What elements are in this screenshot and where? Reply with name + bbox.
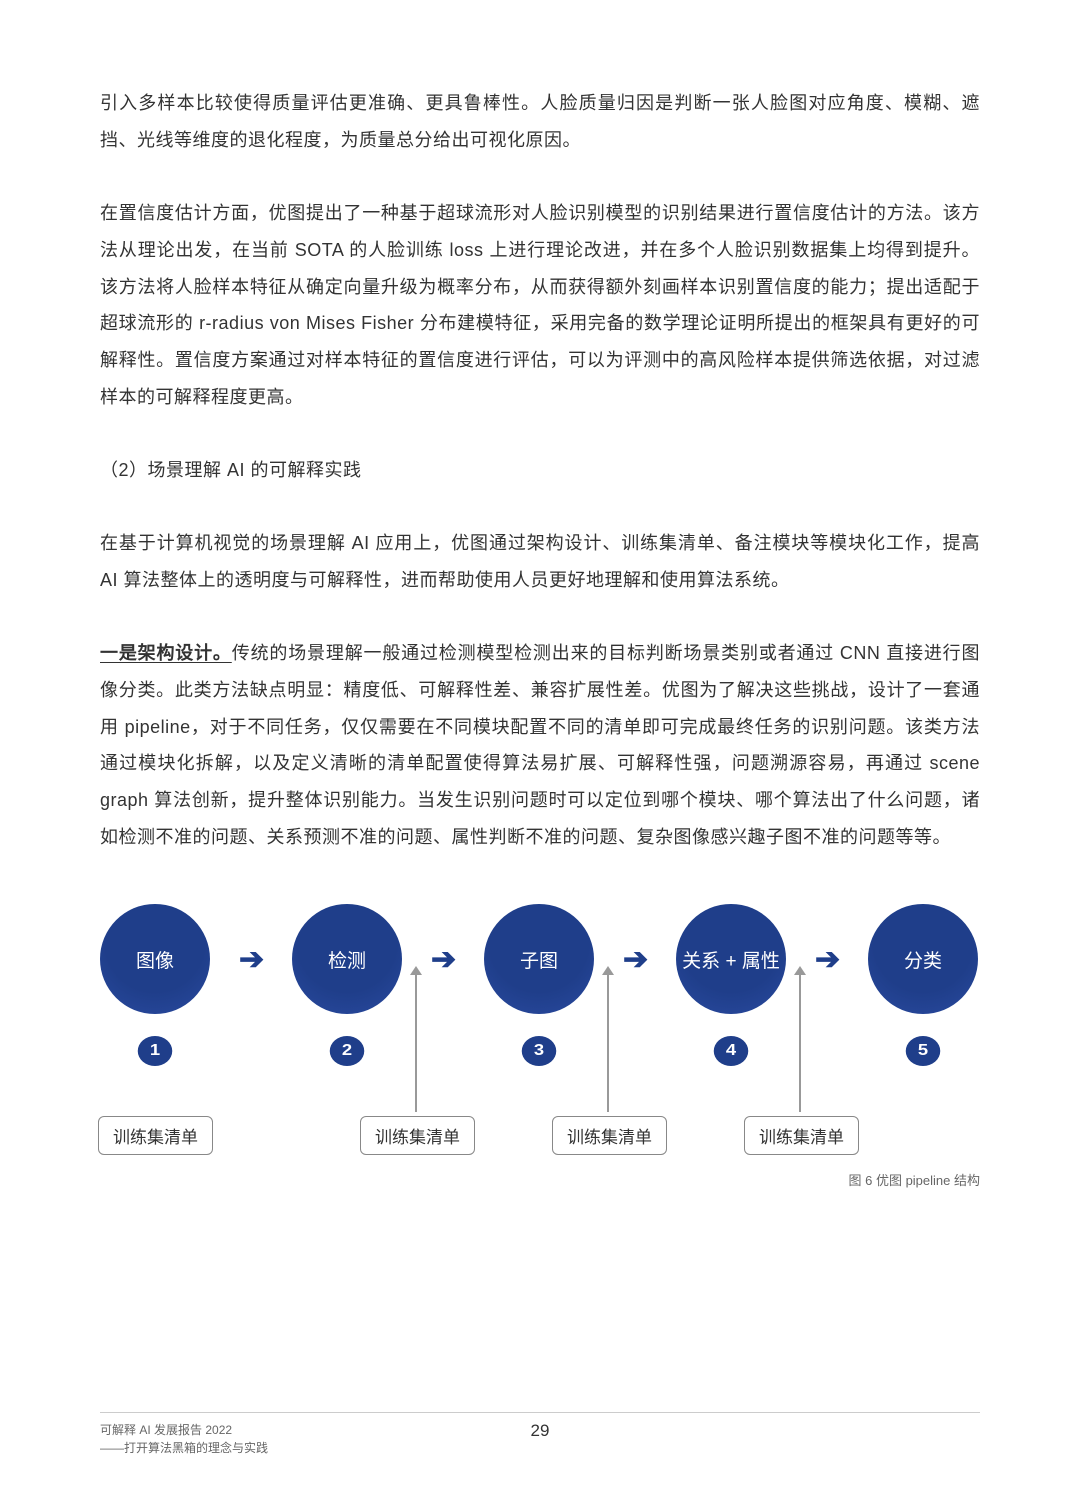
stage-circle: 关系 + 属性 xyxy=(676,904,786,1014)
stage-circle: 图像 xyxy=(100,904,210,1014)
pipeline-diagram: 图像 1 ➔ 检测 2 ➔ 子图 3 ➔ 关系 + 属性 4 ➔ 分类 5 训练集清单 训练集清单 训练集清单 训… xyxy=(100,904,980,1164)
pipeline-stage: 分类 5 xyxy=(868,904,978,1066)
pipeline-stage: 子图 3 xyxy=(484,904,594,1066)
training-list-box: 训练集清单 xyxy=(552,1116,667,1155)
stage-number-badge: 3 xyxy=(522,1036,557,1066)
paragraph-1: 引入多样本比较使得质量评估更准确、更具鲁棒性。人脸质量归因是判断一张人脸图对应角… xyxy=(100,85,980,159)
subheading: （2）场景理解 AI 的可解释实践 xyxy=(100,452,980,489)
page-number: 29 xyxy=(531,1421,550,1441)
arrow-right-icon: ➔ xyxy=(239,942,264,977)
figure-caption: 图 6 优图 pipeline 结构 xyxy=(849,1170,981,1189)
training-list-box: 训练集清单 xyxy=(744,1116,859,1155)
bold-lead: 一是架构设计。 xyxy=(100,643,232,663)
pipeline-stage: 检测 2 xyxy=(292,904,402,1066)
stage-circle: 检测 xyxy=(292,904,402,1014)
stage-number-badge: 1 xyxy=(138,1036,173,1066)
stage-number-badge: 4 xyxy=(714,1036,749,1066)
arrow-right-icon: ➔ xyxy=(815,942,840,977)
arrow-right-icon: ➔ xyxy=(431,942,456,977)
paragraph-2: 在置信度估计方面，优图提出了一种基于超球流形对人脸识别模型的识别结果进行置信度估… xyxy=(100,195,980,416)
paragraph-4: 在基于计算机视觉的场景理解 AI 应用上，优图通过架构设计、训练集清单、备注模块… xyxy=(100,525,980,599)
stage-circle: 分类 xyxy=(868,904,978,1014)
arrow-up-icon xyxy=(799,974,801,1112)
arrow-up-icon xyxy=(607,974,609,1112)
pipeline-stage: 图像 1 xyxy=(100,904,210,1066)
stage-circle: 子图 xyxy=(484,904,594,1014)
training-list-box: 训练集清单 xyxy=(360,1116,475,1155)
page-footer: 可解释 AI 发展报告 2022 ——打开算法黑箱的理念与实践 29 xyxy=(100,1412,980,1457)
arrow-up-icon xyxy=(415,974,417,1112)
pipeline-stage: 关系 + 属性 4 xyxy=(676,904,786,1066)
arrow-right-icon: ➔ xyxy=(623,942,648,977)
training-list-box: 训练集清单 xyxy=(98,1116,213,1155)
paragraph-5: 一是架构设计。传统的场景理解一般通过检测模型检测出来的目标判断场景类别或者通过 … xyxy=(100,635,980,856)
stage-number-badge: 5 xyxy=(906,1036,941,1066)
stage-number-badge: 2 xyxy=(330,1036,365,1066)
p5-rest: 传统的场景理解一般通过检测模型检测出来的目标判断场景类别或者通过 CNN 直接进… xyxy=(100,643,980,847)
